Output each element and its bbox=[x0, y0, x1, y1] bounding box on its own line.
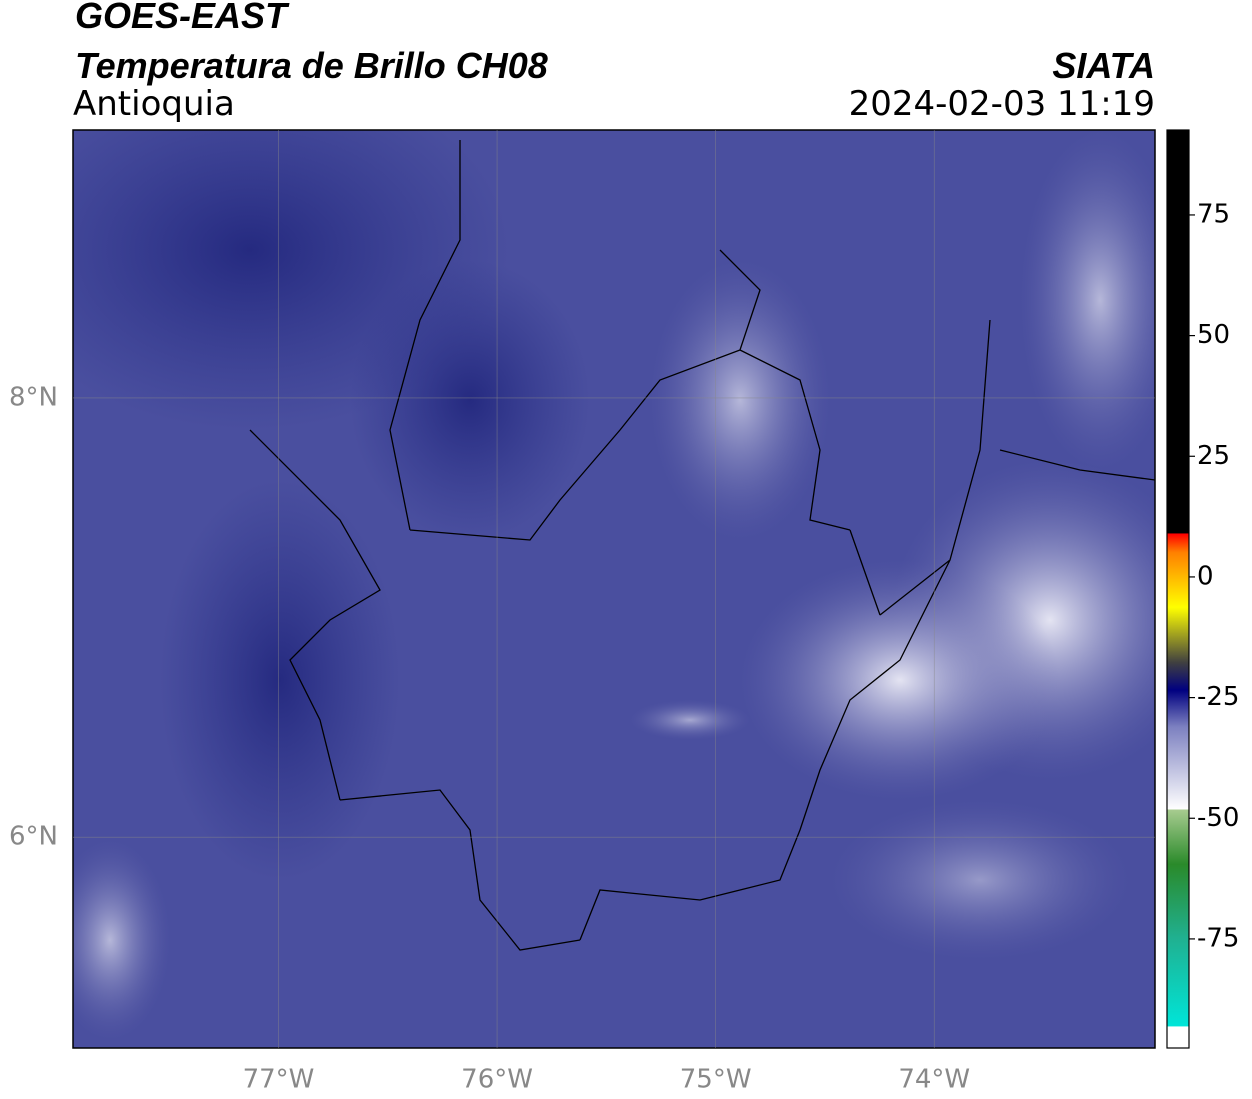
colorbar-tick-label: -75 bbox=[1197, 923, 1239, 953]
colorbar bbox=[1166, 129, 1190, 1049]
satellite-title: GOES-EAST bbox=[75, 0, 290, 36]
colorbar-tick-label: 50 bbox=[1197, 320, 1230, 350]
colorbar-tick-label: 0 bbox=[1197, 561, 1214, 591]
map-frame bbox=[72, 129, 1156, 1049]
y-tick-label: 6°N bbox=[9, 822, 58, 852]
datetime: 2024-02-03 11:19 bbox=[849, 84, 1155, 124]
colorbar-tick-label: -50 bbox=[1197, 803, 1239, 833]
organization: SIATA bbox=[1052, 45, 1155, 86]
x-tick-label: 74°W bbox=[898, 1065, 970, 1095]
x-tick-label: 75°W bbox=[680, 1065, 752, 1095]
map-field bbox=[73, 130, 1155, 1048]
y-tick-label: 8°N bbox=[9, 382, 58, 412]
x-tick-label: 77°W bbox=[243, 1065, 315, 1095]
product-title: Temperatura de Brillo CH08 bbox=[75, 45, 548, 86]
colorbar-tick-label: -25 bbox=[1197, 682, 1239, 712]
colorbar-tick-label: 75 bbox=[1197, 199, 1230, 229]
region: Antioquia bbox=[73, 84, 235, 124]
x-tick-label: 76°W bbox=[461, 1065, 533, 1095]
colorbar-tick-label: 25 bbox=[1197, 441, 1230, 471]
